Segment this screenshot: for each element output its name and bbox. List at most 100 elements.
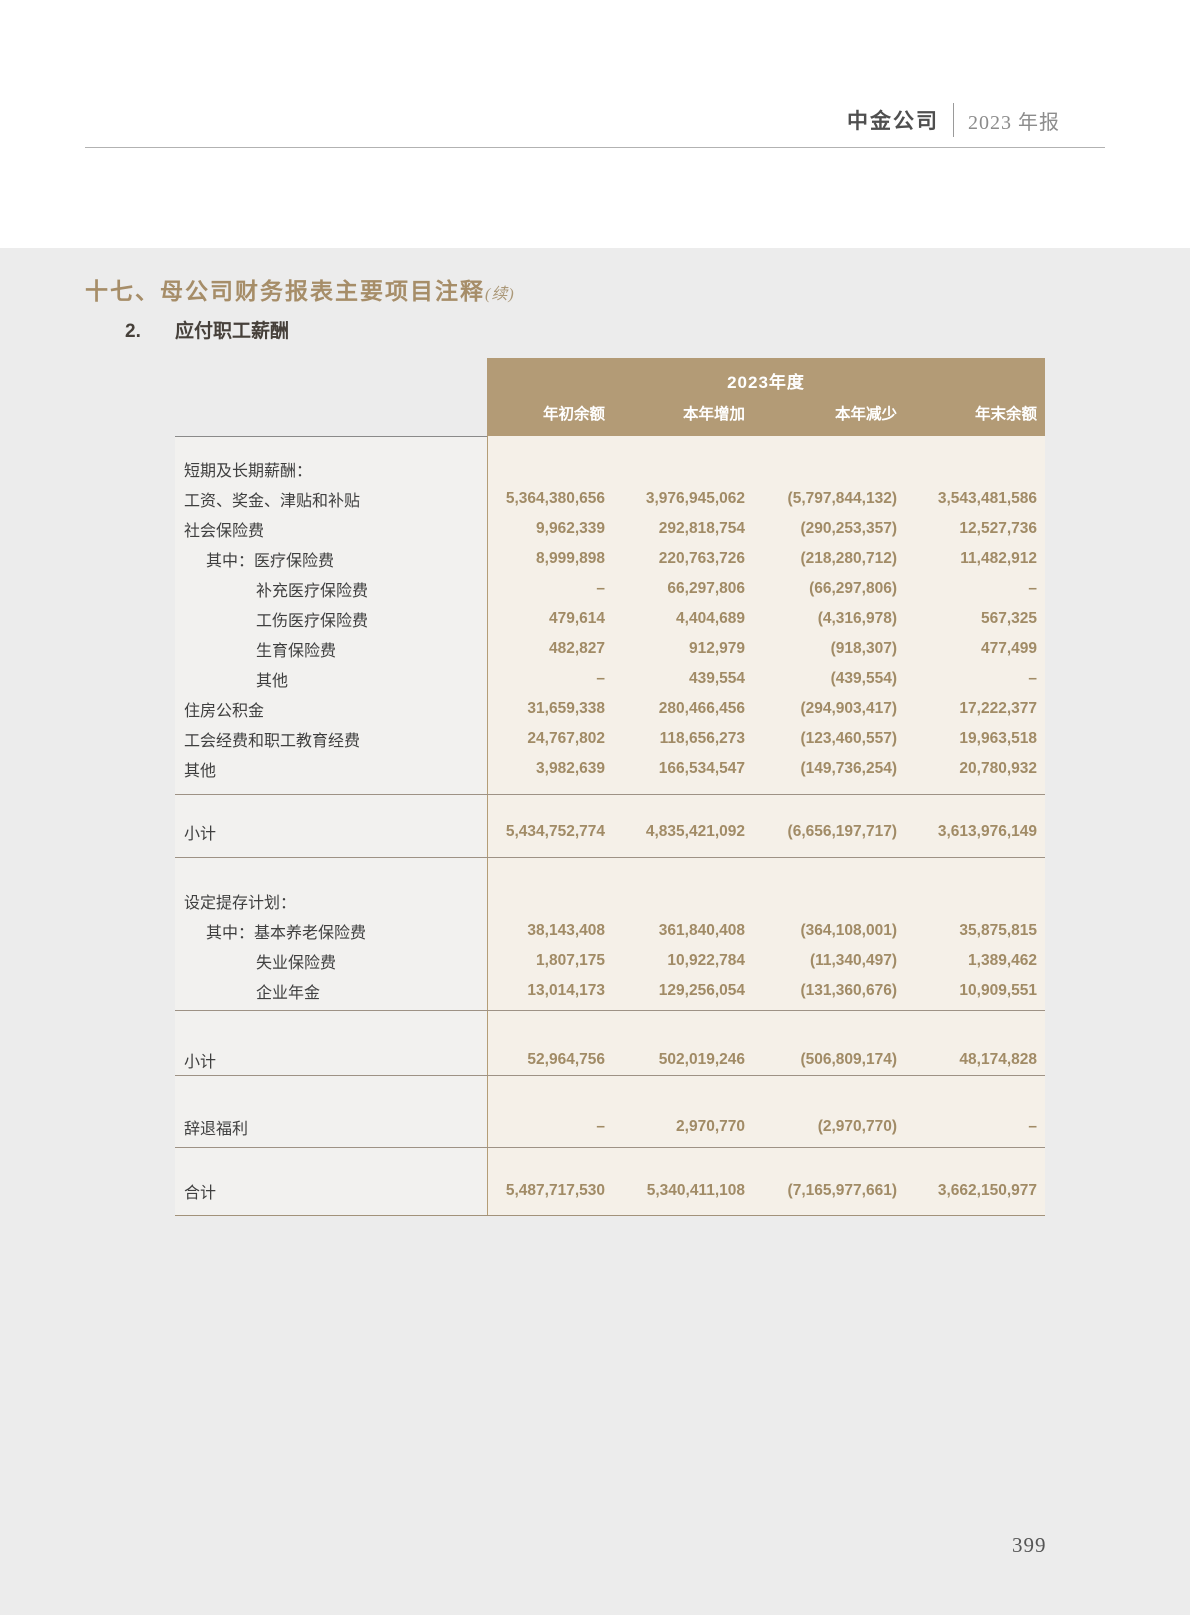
cell-value: 129,256,054 [658,982,745,999]
table-row: 小计 5,434,752,774 4,835,421,092 (6,656,197,7… [175,817,1045,847]
table-row: 失业保险费 1,807,175 10,922,784 (11,340,497) 1,38… [175,946,1045,976]
row-label: 辞退福利 [184,1121,249,1138]
row-label: 工会经费和职工教育经费 [184,733,361,750]
compensation-table: 2023年度 年初余额 本年增加 本年减少 年末余额 短期及长期薪酬： 工资、奖金、津贴… [175,358,1045,1216]
cell-value: 3,976,945,062 [645,490,745,507]
table-row: 住房公积金 31,659,338 280,466,456 (294,903,417) 1… [175,694,1045,724]
cell-value: – [1028,580,1037,597]
row-label: 其中：医疗保险费 [206,553,335,570]
cell-value: 439,554 [688,670,745,687]
table-row: 工会经费和职工教育经费 24,767,802 118,656,273 (123,460… [175,724,1045,754]
cell-value: 1,807,175 [536,952,605,969]
cell-value: 12,527,736 [959,520,1037,537]
cell-value: 66,297,806 [667,580,745,597]
cell-value: 482,827 [548,640,605,657]
table-row: 小计 52,964,756 502,019,246 (506,809,174) 48,1… [175,1045,1045,1075]
cell-value: (290,253,357) [800,520,897,537]
row-label: 设定提存计划： [184,895,297,912]
table-row: 企业年金 13,014,173 129,256,054 (131,360,676) 10… [175,976,1045,1006]
cell-value: (123,460,557) [800,730,897,747]
cell-value: 502,019,246 [658,1051,745,1068]
row-label: 短期及长期薪酬： [184,463,313,480]
table-row: 其他 – 439,554 (439,554) – [175,664,1045,694]
cell-value: 31,659,338 [527,700,605,717]
table-row: 合计 5,487,717,530 5,340,411,108 (7,165,977,6… [175,1176,1045,1206]
row-label: 其他 [256,673,289,690]
cell-value: (4,316,978) [817,610,897,627]
table-row: 补充医疗保险费 – 66,297,806 (66,297,806) – [175,574,1045,604]
cell-value: (5,797,844,132) [787,490,897,507]
table-section: 小计 52,964,756 502,019,246 (506,809,174) 48,1… [175,1011,1045,1076]
row-label: 企业年金 [256,985,321,1002]
subsection-title: 2. 应付职工薪酬 [125,316,289,343]
cell-value: 4,404,689 [676,610,745,627]
header-divider [953,103,954,137]
cell-value: (149,736,254) [800,760,897,777]
cell-value: 567,325 [980,610,1037,627]
row-label: 小计 [184,1054,217,1071]
cell-value: 5,340,411,108 [646,1182,745,1199]
cell-value: 5,434,752,774 [505,823,605,840]
cell-value: 361,840,408 [658,922,745,939]
row-label: 住房公积金 [184,703,265,720]
row-label: 失业保险费 [256,955,337,972]
subsection-number: 2. [125,321,141,342]
table-row: 其他 3,982,639 166,534,547 (149,736,254) 20,78… [175,754,1045,784]
table-header: 2023年度 年初余额 本年增加 本年减少 年末余额 [487,358,1045,436]
cell-value: 9,962,339 [536,520,605,537]
cell-value: 5,487,717,530 [505,1182,605,1199]
table-section: 设定提存计划： 其中：基本养老保险费 38,143,408 361,840,408 (3… [175,858,1045,1011]
table-row: 社会保险费 9,962,339 292,818,754 (290,253,357) 12… [175,514,1045,544]
row-label: 社会保险费 [184,523,265,540]
section-number: 十七、 [85,278,160,304]
cell-value: – [596,580,605,597]
cell-value: 48,174,828 [959,1051,1037,1068]
table-row: 辞退福利 – 2,970,770 (2,970,770) – [175,1112,1045,1142]
subsection-text: 应付职工薪酬 [175,321,290,342]
cell-value: 20,780,932 [959,760,1037,777]
row-label: 其他 [184,763,217,780]
table-row: 其中：基本养老保险费 38,143,408 361,840,408 (364,108,… [175,916,1045,946]
cell-value: (218,280,712) [800,550,897,567]
table-row: 其中：医疗保险费 8,999,898 220,763,726 (218,280,712… [175,544,1045,574]
cell-value: 35,875,815 [959,922,1037,939]
cell-value: 8,999,898 [536,550,605,567]
cell-value: 52,964,756 [527,1051,605,1068]
row-label: 工资、奖金、津贴和补贴 [184,493,361,510]
cell-value: 19,963,518 [959,730,1037,747]
table-body: 短期及长期薪酬： 工资、奖金、津贴和补贴 5,364,380,656 3,976,94… [175,436,1045,1216]
cell-value: 13,014,173 [527,982,605,999]
cell-value: 17,222,377 [959,700,1037,717]
table-section: 小计 5,434,752,774 4,835,421,092 (6,656,197,7… [175,795,1045,858]
cell-value: 10,922,784 [667,952,745,969]
column-header: 年末余额 [974,406,1037,423]
cell-value: (131,360,676) [800,982,897,999]
row-label: 生育保险费 [256,643,337,660]
cell-value: 280,466,456 [658,700,745,717]
row-label: 小计 [184,826,217,843]
table-row: 工伤医疗保险费 479,614 4,404,689 (4,316,978) 567,32… [175,604,1045,634]
cell-value: (439,554) [830,670,897,687]
table-row: 生育保险费 482,827 912,979 (918,307) 477,499 [175,634,1045,664]
cell-value: (294,903,417) [800,700,897,717]
table-row: 工资、奖金、津贴和补贴 5,364,380,656 3,976,945,062 (5,… [175,484,1045,514]
cell-value: (66,297,806) [809,580,897,597]
cell-value: 3,613,976,149 [937,823,1037,840]
cell-value: – [1028,1118,1037,1135]
column-header: 年初余额 [542,406,605,423]
row-label: 工伤医疗保险费 [256,613,369,630]
column-header: 本年减少 [834,406,897,423]
cell-value: 912,979 [688,640,745,657]
cell-value: 118,656,273 [659,730,745,747]
cell-value: 38,143,408 [527,922,605,939]
section-continued-mark: (续) [485,286,515,303]
cell-value: 11,482,912 [960,550,1037,567]
cell-value: 166,534,547 [658,760,745,777]
cell-value: 3,662,150,977 [937,1182,1037,1199]
cell-value: – [1028,670,1037,687]
cell-value: 3,543,481,586 [937,490,1037,507]
cell-value: (6,656,197,717) [787,823,897,840]
section-title: 十七、母公司财务报表主要项目注释(续) [85,272,515,306]
cell-value: (364,108,001) [800,922,897,939]
